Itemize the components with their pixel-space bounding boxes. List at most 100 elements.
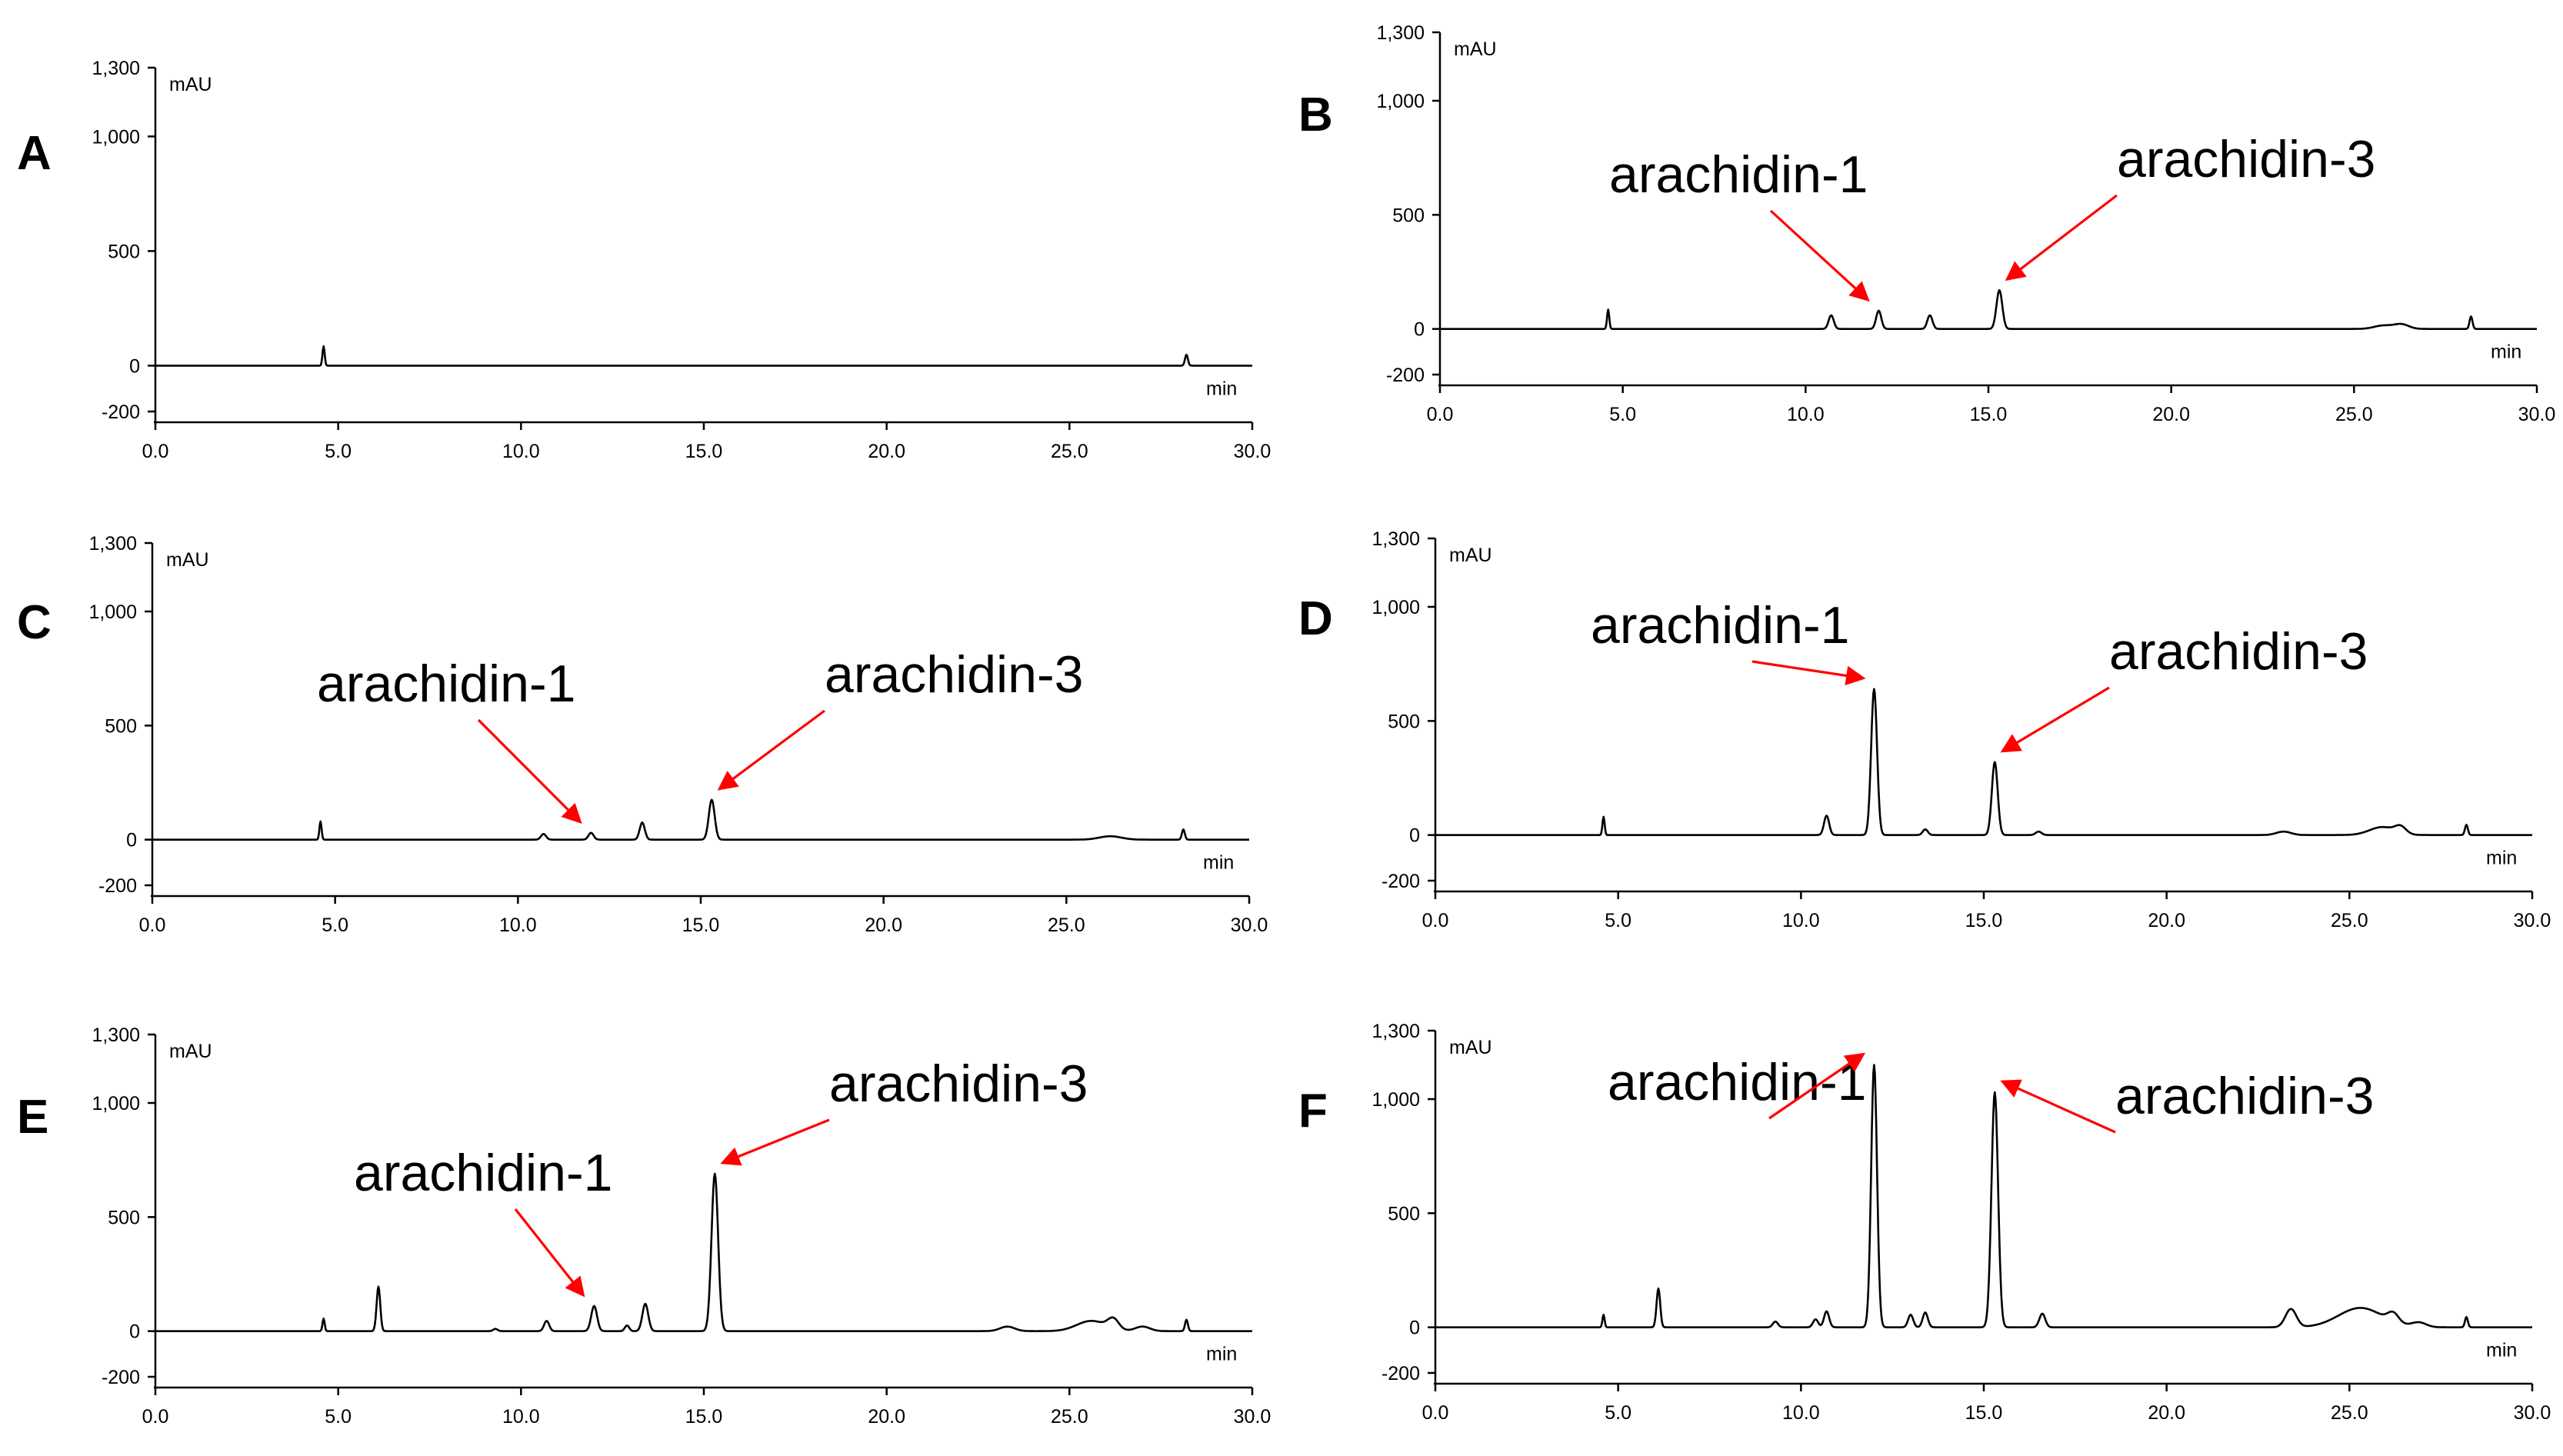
x-tick-label: 20.0 (2152, 404, 2190, 425)
x-tick-label: 25.0 (2331, 1402, 2368, 1424)
x-tick-label: 30.0 (1231, 915, 1268, 936)
y-tick-label: 0 (129, 1321, 140, 1343)
y-tick-label: 1,300 (1371, 528, 1420, 550)
y-tick-label: 500 (105, 715, 137, 737)
annotation-arrow (514, 1208, 585, 1298)
peak-mark (2392, 1318, 2394, 1319)
y-tick-label: 0 (1414, 319, 1425, 341)
panel-letter: E (17, 1091, 48, 1144)
annotation-label: arachidin-3 (2117, 130, 2375, 188)
annotation-label: arachidin-3 (829, 1055, 1088, 1113)
annotation-arrow (1768, 1052, 1866, 1120)
x-tick-label: 20.0 (868, 1406, 905, 1428)
y-tick-label: 1,000 (88, 601, 137, 623)
chromatogram-trace (152, 798, 1250, 841)
x-unit-label: min (2486, 848, 2517, 869)
y-tick-label: 1,000 (1376, 91, 1425, 112)
annotation-arrow (1769, 209, 1870, 302)
y-tick-label: 1,300 (88, 533, 137, 555)
y-unit-label: mAU (169, 1041, 212, 1062)
panel-letter: F (1298, 1085, 1328, 1138)
x-tick-label: 30.0 (2514, 910, 2551, 931)
x-tick-label: 25.0 (1051, 441, 1088, 462)
x-tick-label: 15.0 (1970, 404, 2008, 425)
x-tick-label: 25.0 (1048, 915, 1085, 936)
y-tick-label: -200 (102, 401, 140, 423)
x-tick-label: 10.0 (1787, 404, 1825, 425)
y-tick-label: -200 (102, 1367, 140, 1388)
x-tick-label: 15.0 (682, 915, 720, 936)
y-tick-label: 500 (108, 241, 140, 262)
x-unit-label: min (2486, 1340, 2517, 1361)
y-unit-label: mAU (1449, 545, 1492, 566)
annotation-arrow (2005, 194, 2118, 282)
x-tick-label: 15.0 (685, 1406, 723, 1428)
x-tick-label: 25.0 (2331, 910, 2368, 931)
peak-mark (2400, 828, 2401, 829)
y-tick-label: 1,000 (92, 126, 140, 148)
x-unit-label: min (1203, 852, 1234, 874)
x-tick-label: 20.0 (2148, 1402, 2185, 1424)
x-tick-label: 10.0 (1782, 910, 1820, 931)
panel-letter: A (17, 127, 52, 180)
chromatogram-trace (1435, 688, 2533, 836)
annotation-label: arachidin-1 (354, 1144, 612, 1202)
x-tick-label: 5.0 (1609, 404, 1636, 425)
y-tick-label: -200 (1381, 871, 1420, 892)
panel-letter: B (1298, 88, 1333, 142)
x-unit-label: min (1206, 1344, 1237, 1365)
annotation-label: arachidin-1 (1608, 1053, 1866, 1111)
y-unit-label: mAU (1454, 38, 1497, 60)
x-tick-label: 20.0 (868, 441, 905, 462)
chromatogram-trace (155, 345, 1253, 367)
annotation-label: arachidin-1 (1591, 596, 1849, 655)
y-tick-label: 0 (126, 830, 137, 851)
peak-mark (1112, 1320, 1114, 1321)
x-tick-label: 0.0 (142, 1406, 169, 1428)
y-tick-label: -200 (1386, 365, 1425, 386)
x-tick-label: 0.0 (142, 441, 169, 462)
x-tick-label: 30.0 (2514, 1402, 2551, 1424)
panel-letter: D (1298, 592, 1333, 645)
y-tick-label: 0 (1409, 1318, 1420, 1339)
x-tick-label: 10.0 (502, 441, 540, 462)
x-tick-label: 20.0 (865, 915, 902, 936)
x-tick-label: 0.0 (1422, 910, 1449, 931)
x-tick-label: 10.0 (499, 915, 537, 936)
annotation-label: arachidin-3 (2115, 1067, 2374, 1125)
x-tick-label: 5.0 (325, 441, 352, 462)
annotation-label: arachidin-3 (825, 645, 1083, 704)
x-tick-label: 30.0 (2518, 404, 2556, 425)
x-tick-label: 0.0 (1422, 1402, 1449, 1424)
y-tick-label: 1,000 (1371, 597, 1420, 618)
x-tick-label: 15.0 (685, 441, 723, 462)
annotation-arrow (717, 709, 825, 791)
x-tick-label: 15.0 (1965, 910, 2003, 931)
annotation-arrow (2000, 1079, 2116, 1134)
y-tick-label: 1,000 (92, 1093, 140, 1114)
annotation-arrow (1751, 660, 1866, 686)
x-tick-label: 25.0 (2335, 404, 2373, 425)
y-tick-label: 500 (1392, 205, 1425, 226)
y-tick-label: -200 (98, 875, 137, 897)
x-tick-label: 20.0 (2148, 910, 2185, 931)
x-tick-label: 5.0 (1605, 910, 1631, 931)
y-tick-label: 0 (1409, 825, 1420, 847)
y-tick-label: 1,300 (1371, 1021, 1420, 1042)
chromatogram-trace (155, 1172, 1253, 1332)
x-tick-label: 5.0 (1605, 1402, 1631, 1424)
panel-letter: C (17, 596, 52, 649)
y-tick-label: 0 (129, 355, 140, 377)
y-tick-label: 1,000 (1371, 1089, 1420, 1111)
y-unit-label: mAU (169, 74, 212, 95)
x-tick-label: 0.0 (1427, 404, 1454, 425)
y-tick-label: 500 (1388, 711, 1420, 732)
x-tick-label: 25.0 (1051, 1406, 1088, 1428)
annotation-arrow (477, 718, 582, 825)
